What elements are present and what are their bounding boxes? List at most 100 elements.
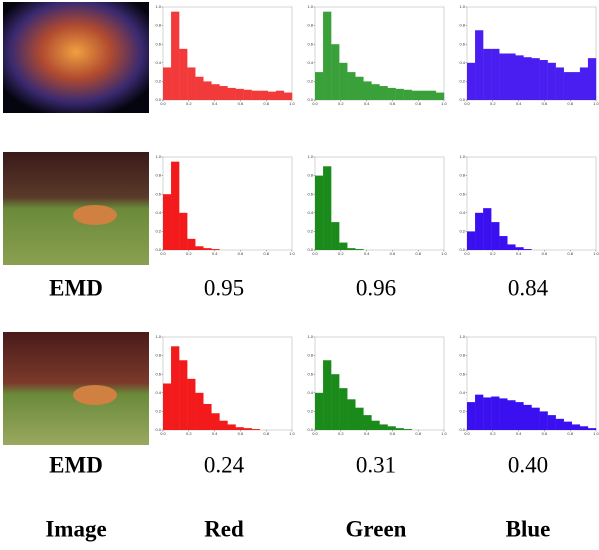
y-tick-label: 1.0 <box>155 154 161 159</box>
histogram-bar <box>171 346 180 430</box>
y-tick-label: 0.0 <box>459 427 465 432</box>
histogram-bar <box>195 246 204 250</box>
histogram-bar <box>163 194 172 250</box>
x-tick-label: 0.2 <box>490 251 496 256</box>
x-tick-label: 0.4 <box>212 251 218 256</box>
histogram-bar <box>499 53 508 100</box>
histogram-bar <box>211 249 220 250</box>
histogram-bar <box>363 81 372 100</box>
x-tick-label: 0.4 <box>516 101 522 106</box>
histogram-bar <box>571 72 581 100</box>
histogram-bar <box>219 420 228 430</box>
histogram-bar <box>203 248 212 250</box>
y-tick-label: 1.0 <box>459 154 465 159</box>
y-tick-label: 0.8 <box>307 173 313 178</box>
y-tick-label: 0.0 <box>459 97 465 102</box>
histogram-bar <box>227 87 236 100</box>
x-tick-label: 0.2 <box>490 431 496 436</box>
y-tick-label: 0.8 <box>155 23 161 28</box>
histogram-bar <box>403 429 412 430</box>
histogram-bar <box>547 62 556 100</box>
histogram-bar <box>179 212 188 250</box>
y-tick-label: 0.8 <box>459 173 465 178</box>
histogram-bar <box>467 231 476 250</box>
y-tick-label: 0.4 <box>459 210 465 215</box>
x-tick-label: 1.0 <box>441 251 447 256</box>
dog <box>73 385 117 405</box>
y-tick-label: 0.4 <box>307 210 313 215</box>
y-tick-label: 0.2 <box>307 78 313 83</box>
x-tick-label: 0.8 <box>567 251 573 256</box>
histogram-bar <box>339 62 348 100</box>
histogram-bar <box>507 400 516 430</box>
histogram-bar <box>419 90 429 100</box>
histogram-bar <box>571 424 581 430</box>
histogram-bar <box>347 248 356 250</box>
histogram-bar <box>491 48 500 100</box>
dog <box>73 205 117 225</box>
histogram-bar <box>515 247 524 250</box>
histogram-bar <box>339 242 348 250</box>
histogram-bar <box>483 397 492 430</box>
y-tick-label: 1.0 <box>459 334 465 339</box>
histogram-bar <box>315 392 324 430</box>
histogram-bar <box>491 396 500 430</box>
histogram-bar <box>323 360 332 430</box>
histogram-bar <box>579 67 589 100</box>
y-tick-label: 0.4 <box>155 390 161 395</box>
x-tick-label: 0.8 <box>415 431 421 436</box>
x-tick-label: 0.6 <box>238 251 244 256</box>
x-tick-label: 0.0 <box>312 101 318 106</box>
histogram-bar <box>515 55 524 100</box>
emd-label: EMD <box>49 275 103 300</box>
column-header: Green <box>346 516 407 541</box>
histogram-bar <box>539 411 548 430</box>
y-tick-label: 0.0 <box>307 247 313 252</box>
y-tick-label: 0.0 <box>459 247 465 252</box>
y-tick-label: 0.6 <box>307 191 313 196</box>
histogram-bar <box>579 426 589 430</box>
histogram-bar <box>507 53 516 100</box>
x-tick-label: 0.0 <box>464 431 470 436</box>
y-tick-label: 0.6 <box>459 191 465 196</box>
y-tick-label: 0.8 <box>155 173 161 178</box>
column-header: Red <box>204 516 244 541</box>
y-tick-label: 0.8 <box>307 23 313 28</box>
histogram-bar <box>211 84 220 100</box>
x-tick-label: 0.8 <box>415 101 421 106</box>
histogram-bar <box>587 58 597 100</box>
x-tick-label: 0.6 <box>390 251 396 256</box>
histogram-bar <box>427 90 437 100</box>
y-tick-label: 0.4 <box>155 60 161 65</box>
emd-value: 0.84 <box>508 275 549 300</box>
x-tick-label: 0.4 <box>364 251 370 256</box>
y-tick-label: 0.0 <box>155 247 161 252</box>
y-tick-label: 0.8 <box>459 353 465 358</box>
histogram-bar <box>187 238 196 250</box>
histogram-bar <box>435 92 445 100</box>
x-tick-label: 1.0 <box>289 251 295 256</box>
histogram-bar <box>323 166 332 250</box>
y-tick-label: 0.2 <box>459 228 465 233</box>
histogram-bar <box>275 90 285 100</box>
y-tick-label: 1.0 <box>459 4 465 9</box>
y-tick-label: 0.6 <box>459 371 465 376</box>
histogram-bar <box>531 407 540 430</box>
y-tick-label: 1.0 <box>307 4 313 9</box>
histogram-bar <box>211 413 220 430</box>
histogram-bar <box>483 208 492 250</box>
histogram-bar <box>531 58 540 100</box>
histogram-bar <box>507 244 516 250</box>
y-tick-label: 0.8 <box>307 353 313 358</box>
column-header: Image <box>45 516 106 541</box>
histogram-bar <box>331 222 340 250</box>
y-tick-label: 0.4 <box>155 210 161 215</box>
histogram-bar <box>331 44 340 100</box>
emd-value: 0.95 <box>204 275 244 300</box>
x-tick-label: 0.6 <box>238 101 244 106</box>
x-tick-label: 0.8 <box>567 101 573 106</box>
histogram-bar <box>347 72 356 100</box>
histogram-bar <box>499 398 508 430</box>
histogram-bar <box>219 86 228 100</box>
